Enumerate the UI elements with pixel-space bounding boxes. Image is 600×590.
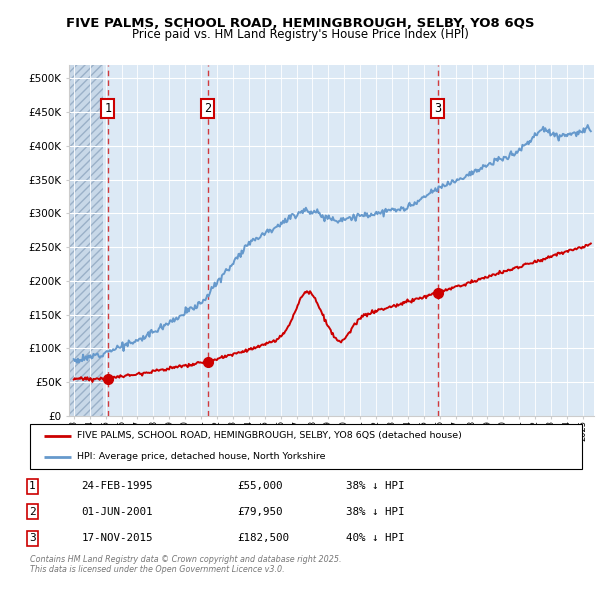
FancyBboxPatch shape	[30, 424, 582, 469]
Text: 24-FEB-1995: 24-FEB-1995	[82, 481, 153, 491]
Text: 40% ↓ HPI: 40% ↓ HPI	[346, 533, 405, 543]
Text: HPI: Average price, detached house, North Yorkshire: HPI: Average price, detached house, Nort…	[77, 453, 325, 461]
Text: 2: 2	[204, 102, 211, 115]
Text: £55,000: £55,000	[237, 481, 283, 491]
Text: 1: 1	[104, 102, 112, 115]
Text: FIVE PALMS, SCHOOL ROAD, HEMINGBROUGH, SELBY, YO8 6QS: FIVE PALMS, SCHOOL ROAD, HEMINGBROUGH, S…	[66, 17, 534, 30]
Text: £182,500: £182,500	[237, 533, 289, 543]
Text: 01-JUN-2001: 01-JUN-2001	[82, 507, 153, 517]
Text: £79,950: £79,950	[237, 507, 283, 517]
Bar	[69, 65, 103, 416]
Text: 2: 2	[29, 507, 36, 517]
Text: Contains HM Land Registry data © Crown copyright and database right 2025.
This d: Contains HM Land Registry data © Crown c…	[30, 555, 341, 574]
Text: 1: 1	[29, 481, 36, 491]
Text: 17-NOV-2015: 17-NOV-2015	[82, 533, 153, 543]
Text: 3: 3	[29, 533, 36, 543]
Text: FIVE PALMS, SCHOOL ROAD, HEMINGBROUGH, SELBY, YO8 6QS (detached house): FIVE PALMS, SCHOOL ROAD, HEMINGBROUGH, S…	[77, 431, 462, 440]
Text: 38% ↓ HPI: 38% ↓ HPI	[346, 481, 405, 491]
Text: 38% ↓ HPI: 38% ↓ HPI	[346, 507, 405, 517]
Text: 3: 3	[434, 102, 442, 115]
Text: Price paid vs. HM Land Registry's House Price Index (HPI): Price paid vs. HM Land Registry's House …	[131, 28, 469, 41]
